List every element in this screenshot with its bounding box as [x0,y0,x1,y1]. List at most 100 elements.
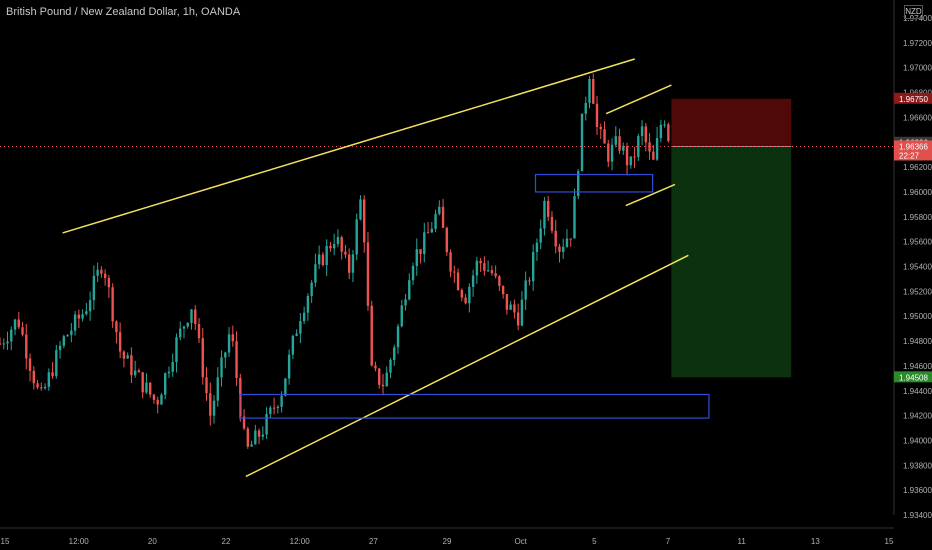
candle-body [40,387,43,389]
candle-body [77,314,81,319]
candle-body [550,216,554,231]
candle-body [438,206,441,214]
candle-body [209,393,212,416]
candle-body [66,335,69,337]
currency-badge[interactable]: NZD [904,5,923,19]
candle-body [464,297,467,304]
candle-body [468,286,471,304]
candle-body [603,129,606,144]
candle-body [580,113,584,172]
candle-body [2,343,5,345]
candle-body [103,273,107,279]
candle-body [152,394,156,400]
candle-body [25,334,28,359]
candle-body [156,399,159,405]
price-badge-bg [894,140,932,161]
candle-body [6,341,9,344]
candle-body [246,428,250,447]
candle-body [340,237,343,252]
candle-body [637,136,640,158]
candle-body [644,126,648,143]
candle-body [186,322,189,327]
candle-body [257,430,261,437]
candle-body [62,336,66,346]
candle-body [659,124,663,139]
x-tick-label: Oct [514,537,527,546]
y-tick-label: 1.95600 [903,238,932,247]
candle-body [351,254,355,273]
y-tick-label: 1.93800 [903,461,932,470]
candle-body [36,383,39,388]
candle-body [287,354,291,379]
y-tick-label: 1.97200 [903,39,932,48]
price-badge-bg [894,371,932,383]
candle-body [539,228,542,243]
candle-body [122,351,126,359]
candle-body [411,265,415,281]
candle-body [513,304,516,313]
candle-body [408,280,411,300]
candle-body [479,260,482,264]
candle-body [179,328,182,338]
y-tick-label: 1.94000 [903,436,932,445]
candle-body [321,254,325,266]
candle-body [235,341,238,378]
candle-body [516,312,520,326]
candle-body [47,372,51,387]
candle-body [261,434,265,437]
candle-body [374,365,377,369]
candle-body [145,382,148,393]
candle-body [460,289,464,298]
candle-body [70,330,73,336]
candle-body [449,252,452,272]
candle-body [276,406,280,409]
candle-body [299,321,302,334]
candle-body [28,358,32,371]
candle-body [107,278,111,288]
candle-body [164,373,167,395]
candle-body [505,294,509,310]
candle-body [291,335,295,355]
x-tick-label: 12:00 [290,537,311,546]
candle-body [610,144,614,162]
candle-body [648,142,651,152]
candle-body [577,171,580,197]
candle-body [520,299,524,326]
y-tick-label: 1.94400 [903,387,932,396]
candle-body [85,311,88,315]
chart-title: British Pound / New Zealand Dollar, 1h, … [6,6,241,18]
x-tick-label: 29 [443,537,452,546]
price-axis[interactable]: 1.974001.972001.970001.968001.966001.964… [893,0,932,520]
candle-body [663,124,666,126]
candle-body [118,332,122,352]
x-tick-label: 15 [885,537,894,546]
price-badge-label: 1.94508 [899,373,928,382]
candle-body [295,333,298,336]
trendline [62,58,635,234]
candle-body [381,384,385,387]
candle-body [310,282,313,296]
x-tick-label: 15 [1,537,10,546]
candle-body [445,227,449,253]
candle-body [415,249,418,266]
candle-body [167,371,171,374]
candle-body [625,146,629,166]
candle-body [81,314,84,319]
candle-body [272,407,276,409]
candle-body [554,230,557,247]
candle-body [441,206,445,228]
candle-body [17,319,20,328]
candle-body [212,400,216,416]
take-profit-zone [671,146,792,378]
candle-body [239,377,242,417]
candle-body [10,329,13,342]
candle-body [614,136,617,145]
candle-body [332,244,336,249]
y-tick-label: 1.97000 [903,64,932,73]
y-tick-label: 1.95200 [903,287,932,296]
time-axis[interactable]: 15 12:00 20 22 12:00 27 29 Oct 5 7 11 13 15 [0,527,894,546]
price-badge-label: 1.96366 [899,142,928,151]
x-tick-label: 13 [811,537,820,546]
